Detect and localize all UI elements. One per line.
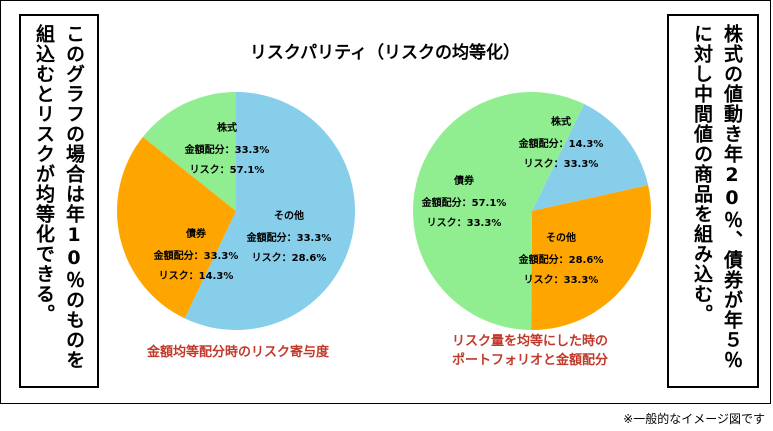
slice-name-label: その他 bbox=[274, 209, 304, 222]
slice-value-label: リスク：33.3% bbox=[524, 274, 599, 286]
slice-value-label: リスク：33.3% bbox=[427, 217, 502, 229]
slice-value-label: リスク：33.3% bbox=[524, 158, 599, 170]
pie-slice bbox=[531, 185, 651, 330]
left-note-box: このグラフの場合は年10％のものを組込むとリスクが均等化できる。 bbox=[19, 14, 99, 388]
chart-title: リスクパリティ（リスクの均等化） bbox=[249, 43, 521, 63]
slice-value-label: 金額配分：33.3% bbox=[153, 249, 239, 262]
slice-value-label: 金額配分：33.3% bbox=[246, 231, 332, 244]
pie-slice bbox=[142, 92, 236, 211]
pie-slice bbox=[184, 92, 355, 330]
slice-value-label: 金額配分：33.3% bbox=[184, 143, 270, 156]
right-note: 株式の値動き年20％、債券が年５％に対し中間値の商品を組み込む。 bbox=[691, 24, 743, 370]
pie-left: 株式金額配分：33.3%リスク：57.1%その他金額配分：33.3%リスク：28… bbox=[116, 92, 355, 330]
left-note: このグラフの場合は年10％のものを組込むとリスクが均等化できる。 bbox=[33, 24, 85, 370]
slice-value-label: リスク：28.6% bbox=[252, 252, 327, 264]
footnote: ※一般的なイメージ図です bbox=[623, 412, 765, 426]
pie-slice bbox=[412, 91, 585, 330]
slice-value-label: リスク：14.3% bbox=[159, 270, 234, 282]
slice-value-label: 金額配分：28.6% bbox=[518, 253, 604, 266]
slice-name-label: 債券 bbox=[185, 227, 207, 240]
caption-left: 金額均等配分時のリスク寄与度 bbox=[146, 345, 329, 360]
slice-name-label: 株式 bbox=[217, 121, 237, 134]
caption-right: リスク量を均等にした時の ポートフォリオと金額配分 bbox=[451, 334, 608, 368]
slice-name-label: 債券 bbox=[453, 174, 475, 187]
pie-slice bbox=[116, 136, 236, 319]
slice-value-label: 金額配分：14.3% bbox=[518, 137, 604, 150]
pie-slice bbox=[532, 104, 649, 211]
slice-name-label: 株式 bbox=[551, 115, 571, 128]
slice-value-label: リスク：57.1% bbox=[190, 164, 265, 176]
right-note-box: 株式の値動き年20％、債券が年５％に対し中間値の商品を組み込む。 bbox=[667, 14, 759, 388]
slice-value-label: 金額配分：57.1% bbox=[421, 196, 507, 209]
slice-name-label: その他 bbox=[546, 231, 576, 244]
